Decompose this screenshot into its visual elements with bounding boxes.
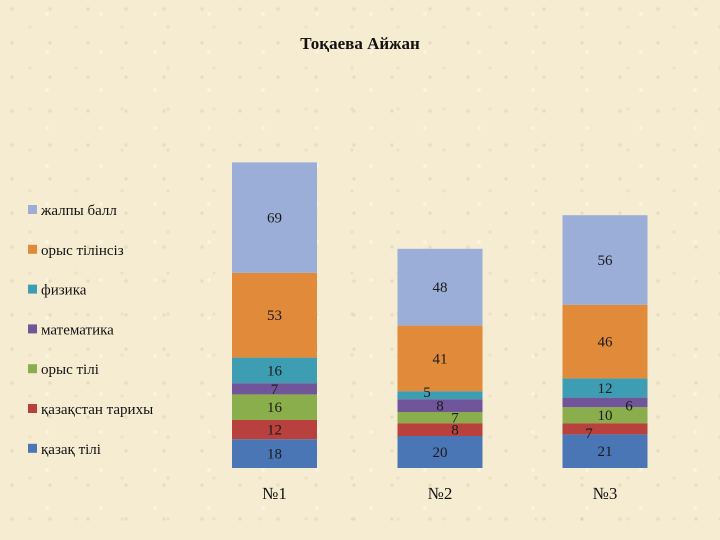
legend-label-2: орыс тілі <box>41 362 99 378</box>
value-label-математика-2: 8 <box>436 399 444 415</box>
bar-қазақ-тілі-3 <box>562 434 648 468</box>
value-label-қазақстан-тарихы-1: 12 <box>267 423 282 439</box>
legend-label-5: орыс тілінсіз <box>41 243 124 259</box>
legend-label-1: қазақстан тарихы <box>41 402 153 418</box>
legend-swatch-5 <box>28 244 37 254</box>
bar-қазақстан-тарихы-2 <box>397 423 483 436</box>
legend-label-3: математика <box>41 322 114 338</box>
value-label-қазақ-тілі-3: 21 <box>598 444 613 460</box>
bar-математика-1 <box>232 383 317 395</box>
value-label-орыс-тілі-1: 16 <box>267 400 283 416</box>
bar-қазақстан-тарихы-1 <box>232 420 317 440</box>
chart-title: Тоқаева Айжан <box>300 34 420 53</box>
legend-swatch-3 <box>28 324 37 334</box>
legend-label-4: физика <box>41 283 87 299</box>
value-label-қазақ-тілі-2: 20 <box>433 445 448 461</box>
value-label-жалпы-балл-1: 69 <box>267 211 282 227</box>
legend-label-0: қазақ тілі <box>41 442 101 458</box>
bar-қазақ-тілі-1 <box>232 439 317 468</box>
bar-қазақ-тілі-2 <box>397 436 483 468</box>
bar-орыс-тілі-3 <box>562 407 648 424</box>
bar-физика-2 <box>397 391 483 400</box>
value-label-қазақстан-тарихы-3: 7 <box>585 426 593 442</box>
value-label-физика-3: 12 <box>598 381 613 397</box>
value-label-орыс-тілі-3: 10 <box>598 408 613 424</box>
value-label-орыс-тілінсіз-1: 53 <box>267 308 282 324</box>
value-label-орыс-тілінсіз-2: 41 <box>433 351 448 367</box>
bar-жалпы-балл-3 <box>562 215 648 305</box>
x-tick-label-3: №3 <box>593 484 618 503</box>
legend-swatch-0 <box>28 443 37 453</box>
value-label-жалпы-балл-2: 48 <box>433 280 448 296</box>
x-tick-label-2: №2 <box>428 484 453 503</box>
value-label-математика-1: 7 <box>271 382 279 398</box>
bar-орыс-тілінсіз-2 <box>397 325 483 392</box>
bar-орыс-тілі-2 <box>397 412 483 424</box>
value-label-орыс-тілінсіз-3: 46 <box>598 335 614 351</box>
x-axis: №1 №2 №3 <box>262 484 617 503</box>
bar-физика-1 <box>232 357 317 384</box>
value-label-қазақстан-тарихы-2: 8 <box>451 423 459 439</box>
legend: жалпы балл орыс тілінсіз физика математика о… <box>28 203 153 458</box>
legend-label-6: жалпы балл <box>40 203 117 219</box>
value-label-физика-1: 16 <box>267 363 283 379</box>
bar-математика-3 <box>562 397 648 408</box>
legend-swatch-2 <box>28 364 37 374</box>
value-label-орыс-тілі-2: 7 <box>451 411 459 427</box>
bar-орыс-тілінсіз-3 <box>562 304 648 379</box>
bar-жалпы-балл-1 <box>232 162 317 273</box>
value-label-жалпы-балл-3: 56 <box>598 253 614 269</box>
bar-математика-2 <box>397 399 483 412</box>
bar-орыс-тілінсіз-1 <box>232 272 317 358</box>
bar-қазақстан-тарихы-3 <box>562 423 648 435</box>
bar-жалпы-балл-2 <box>397 248 483 326</box>
bar-физика-3 <box>562 378 648 398</box>
value-label-математика-3: 6 <box>625 398 633 414</box>
x-tick-label-1: №1 <box>262 484 287 503</box>
legend-swatch-6 <box>28 205 37 214</box>
value-label-қазақ-тілі-1: 18 <box>267 447 282 463</box>
bar-орыс-тілі-1 <box>232 394 317 420</box>
legend-swatch-1 <box>28 404 37 413</box>
legend-swatch-4 <box>28 284 37 294</box>
value-label-физика-2: 5 <box>423 385 431 401</box>
